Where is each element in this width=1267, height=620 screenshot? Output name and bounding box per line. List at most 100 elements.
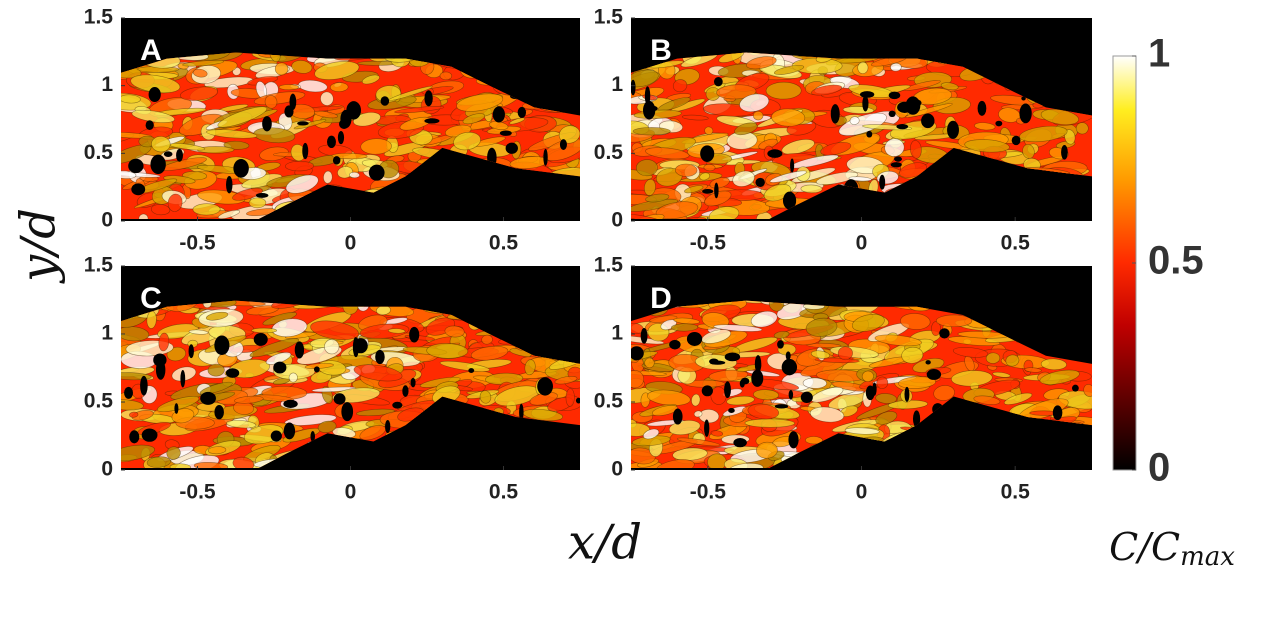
texture-void xyxy=(155,360,166,380)
texture-blob xyxy=(884,138,905,157)
texture-blob xyxy=(644,357,655,369)
texture-blob xyxy=(394,106,445,114)
x-tick-label: 0.5 xyxy=(1001,481,1031,504)
texture-blob xyxy=(179,86,219,101)
texture-void xyxy=(925,360,931,365)
y-tick-label: 0 xyxy=(101,458,113,481)
texture-void xyxy=(368,164,385,181)
texture-blob xyxy=(217,106,268,128)
texture-blob xyxy=(558,125,580,144)
texture-blob xyxy=(456,93,504,112)
texture-blob xyxy=(811,84,843,96)
texture-blob xyxy=(676,437,721,447)
texture-blob xyxy=(314,61,360,80)
texture-void xyxy=(785,351,791,361)
texture-blob xyxy=(674,163,698,177)
texture-blob xyxy=(1058,390,1092,410)
texture-blob xyxy=(1039,369,1080,385)
texture-blob xyxy=(193,462,229,468)
texture-blob xyxy=(940,82,959,91)
texture-void xyxy=(897,101,913,113)
texture-void xyxy=(686,331,703,346)
texture-void xyxy=(879,174,886,190)
texture-blob xyxy=(554,376,578,385)
texture-blob xyxy=(693,410,703,418)
texture-void xyxy=(140,375,148,396)
x-tick-label: -0.5 xyxy=(690,232,727,255)
texture-void xyxy=(284,105,294,118)
texture-blob xyxy=(910,140,922,159)
texture-blob xyxy=(631,335,665,345)
texture-blob xyxy=(192,68,208,78)
texture-blob xyxy=(765,81,802,100)
texture-blob xyxy=(206,129,258,139)
texture-void xyxy=(353,338,368,354)
texture-blob xyxy=(985,352,1001,364)
colorbar-label: C/Cmax xyxy=(1109,525,1235,573)
x-tick-label: 0.5 xyxy=(489,232,519,255)
y-tick-label: 1.5 xyxy=(594,254,624,277)
texture-void xyxy=(310,431,316,442)
colorbar-label-main: C/C xyxy=(1109,525,1180,569)
texture-blob xyxy=(439,360,491,372)
texture-void xyxy=(297,121,309,126)
texture-blob xyxy=(1019,125,1068,143)
texture-void xyxy=(492,106,505,123)
texture-blob xyxy=(199,381,233,395)
texture-blob xyxy=(773,64,805,75)
texture-void xyxy=(163,151,173,157)
texture-blob xyxy=(739,93,770,113)
x-tick-label: -0.5 xyxy=(179,481,216,504)
texture-blob xyxy=(324,339,340,355)
texture-void xyxy=(200,391,216,405)
colorbar-label-sub: max xyxy=(1180,542,1235,572)
texture-void xyxy=(713,77,723,87)
texture-void xyxy=(700,145,715,162)
texture-void xyxy=(575,397,580,404)
texture-blob xyxy=(805,436,823,445)
texture-void xyxy=(640,328,648,344)
texture-void xyxy=(790,158,795,173)
texture-blob xyxy=(285,174,319,194)
panel-label: D xyxy=(650,282,672,315)
texture-void xyxy=(253,332,268,346)
texture-blob xyxy=(672,79,688,93)
texture-blob xyxy=(439,71,453,81)
x-axis-label: x/d xyxy=(568,515,642,571)
y-tick-label: 0.5 xyxy=(84,141,114,164)
x-tick-label: 0 xyxy=(345,232,357,255)
texture-blob xyxy=(1003,392,1033,405)
texture-void xyxy=(755,177,765,187)
texture-blob xyxy=(248,197,267,209)
texture-blob xyxy=(746,56,777,70)
texture-void xyxy=(904,386,910,402)
texture-void xyxy=(644,86,651,106)
texture-blob xyxy=(188,329,209,335)
texture-blob xyxy=(684,185,704,194)
texture-blob xyxy=(121,94,141,104)
texture-void xyxy=(888,110,896,118)
texture-blob xyxy=(643,179,656,196)
texture-void xyxy=(145,120,154,130)
texture-blob xyxy=(192,203,221,216)
texture-blob xyxy=(360,138,392,155)
texture-void xyxy=(1072,384,1079,392)
texture-void xyxy=(505,142,518,154)
texture-blob xyxy=(771,108,806,127)
y-tick-label: 1 xyxy=(611,73,623,96)
texture-blob xyxy=(973,395,1001,405)
texture-blob xyxy=(756,441,778,459)
texture-void xyxy=(519,403,524,422)
texture-void xyxy=(1052,405,1063,421)
colorbar-tick-label: 0.5 xyxy=(1148,239,1204,283)
texture-void xyxy=(702,189,714,194)
texture-void xyxy=(337,130,345,145)
texture-blob xyxy=(278,84,299,91)
panel-label: C xyxy=(140,282,162,315)
texture-void xyxy=(537,377,553,396)
texture-blob xyxy=(331,152,368,160)
texture-blob xyxy=(851,314,885,332)
texture-void xyxy=(176,148,183,162)
texture-blob xyxy=(323,170,333,184)
texture-blob xyxy=(359,323,410,339)
